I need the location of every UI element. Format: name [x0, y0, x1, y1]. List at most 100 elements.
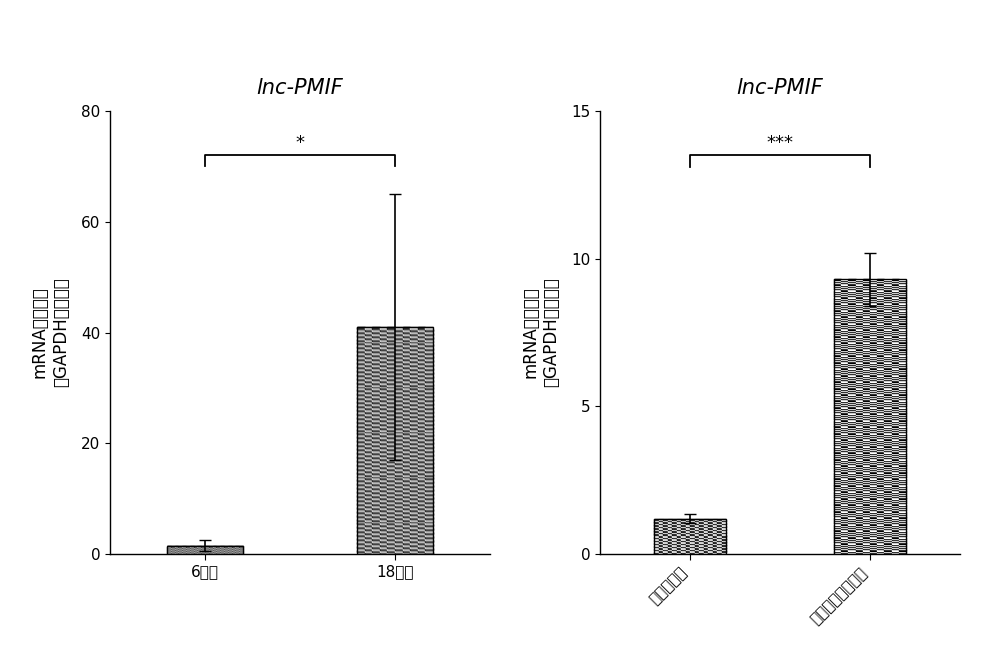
Bar — [694, 543, 699, 544]
Bar — [712, 536, 717, 537]
Bar — [841, 393, 848, 394]
Bar — [658, 524, 663, 525]
Bar — [884, 367, 892, 368]
Bar — [856, 551, 863, 552]
Bar — [848, 355, 856, 357]
Bar — [699, 524, 704, 525]
Bar — [884, 449, 892, 450]
Bar — [841, 366, 848, 367]
Bar — [699, 538, 704, 539]
Bar — [863, 408, 870, 409]
Bar — [848, 345, 856, 346]
Bar — [690, 547, 694, 548]
Bar — [841, 430, 848, 431]
Title: lnc-PMIF: lnc-PMIF — [257, 78, 343, 98]
Bar — [848, 295, 856, 297]
Bar — [892, 344, 899, 345]
Bar — [848, 490, 856, 492]
Bar — [856, 280, 863, 281]
Bar — [708, 541, 712, 542]
Bar — [841, 380, 848, 381]
Bar — [834, 320, 841, 321]
Bar — [841, 416, 848, 417]
Bar — [668, 528, 672, 529]
Bar — [848, 348, 856, 349]
Bar — [877, 351, 884, 352]
Bar — [884, 497, 892, 499]
Bar — [863, 463, 870, 464]
Bar — [877, 415, 884, 416]
Bar — [834, 526, 841, 527]
Bar — [877, 493, 884, 494]
Bar — [848, 495, 856, 496]
Bar — [892, 502, 899, 503]
Bar — [658, 529, 663, 530]
Bar — [841, 297, 848, 298]
Bar — [870, 483, 877, 484]
Bar — [892, 312, 899, 313]
Bar — [863, 412, 870, 413]
Bar — [863, 431, 870, 432]
Bar — [877, 475, 884, 476]
Bar — [841, 303, 848, 304]
Bar — [699, 534, 704, 535]
Bar — [877, 282, 884, 284]
Bar — [863, 379, 870, 380]
Bar — [672, 550, 676, 551]
Bar — [877, 421, 884, 422]
Bar — [892, 449, 899, 450]
Bar — [899, 464, 906, 466]
Bar — [899, 528, 906, 529]
Bar — [834, 416, 841, 417]
Bar — [676, 523, 681, 524]
Bar — [870, 358, 877, 359]
Bar — [877, 338, 884, 339]
Bar — [877, 376, 884, 377]
Bar — [870, 361, 877, 363]
Bar — [841, 449, 848, 450]
Bar — [834, 494, 841, 495]
Bar — [708, 552, 712, 553]
Bar — [884, 281, 892, 282]
Bar — [841, 332, 848, 333]
Bar — [870, 323, 877, 325]
Bar — [856, 430, 863, 431]
Bar — [686, 551, 690, 552]
Bar — [848, 357, 856, 358]
Bar — [892, 444, 899, 445]
Bar — [856, 479, 863, 480]
Bar — [892, 383, 899, 384]
Bar — [717, 527, 722, 528]
Bar — [877, 367, 884, 368]
Bar — [884, 506, 892, 507]
Bar — [892, 332, 899, 333]
Bar — [668, 545, 672, 546]
Bar — [884, 323, 892, 325]
Bar — [841, 280, 848, 281]
Bar — [863, 451, 870, 452]
Bar — [899, 507, 906, 508]
Bar — [856, 527, 863, 528]
Bar — [899, 396, 906, 397]
Bar — [877, 513, 884, 514]
Bar — [892, 489, 899, 490]
Bar — [899, 351, 906, 352]
Bar — [884, 348, 892, 349]
Bar — [681, 528, 686, 529]
Bar — [877, 355, 884, 357]
Bar — [863, 331, 870, 332]
Bar — [870, 336, 877, 338]
Bar — [877, 411, 884, 412]
Bar — [863, 366, 870, 367]
Bar — [884, 291, 892, 293]
Bar — [834, 396, 841, 397]
Bar — [658, 547, 663, 548]
Bar — [899, 408, 906, 409]
Bar — [712, 551, 717, 552]
Bar — [704, 541, 708, 542]
Bar — [668, 542, 672, 543]
Bar — [841, 553, 848, 554]
Bar — [899, 476, 906, 477]
Bar — [834, 532, 841, 533]
Bar — [899, 460, 906, 461]
